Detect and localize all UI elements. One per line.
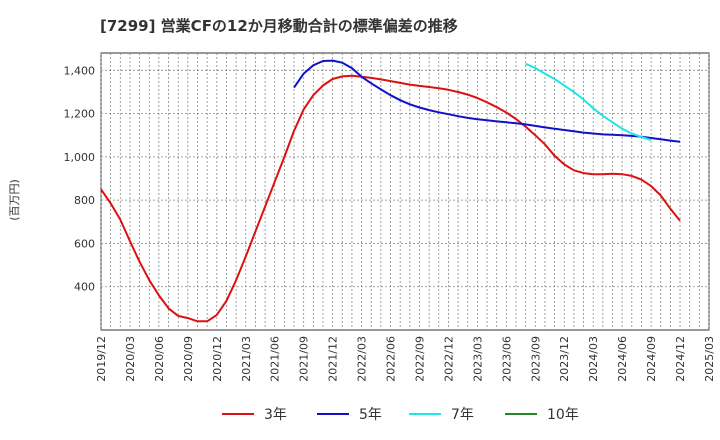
x-tick-label: 2021/12 [327, 336, 340, 382]
x-tick-label: 2021/09 [298, 336, 311, 382]
x-tick-label: 2023/06 [500, 336, 513, 382]
series-line [100, 74, 681, 323]
legend: 3年 5年 7年 10年 [222, 407, 579, 423]
x-tick-label: 2023/09 [529, 336, 542, 382]
legend-label: 5年 [359, 407, 382, 423]
x-tick-label: 2024/03 [587, 336, 600, 382]
x-tick-label: 2025/03 [703, 336, 716, 382]
x-tick-label: 2023/12 [558, 336, 571, 382]
x-axis-ticks: 2019/12 2020/03 2020/06 2020/09 2020/12 2021/… [95, 336, 716, 382]
legend-label: 3年 [264, 407, 287, 423]
plot-area [100, 52, 710, 331]
x-tick-label: 2022/12 [442, 336, 455, 382]
x-tick-label: 2024/06 [616, 336, 629, 382]
y-axis-ticks: 400 600 800 1,000 1,200 1,400 [64, 64, 96, 293]
x-tick-label: 2021/06 [269, 336, 282, 382]
series-lines [100, 59, 681, 323]
y-tick-label: 1,000 [64, 151, 96, 164]
x-tick-label: 2023/03 [471, 336, 484, 382]
y-tick-label: 400 [74, 281, 95, 294]
x-tick-label: 2020/09 [182, 336, 195, 382]
gridlines [100, 53, 710, 330]
y-tick-label: 800 [74, 194, 95, 207]
series-line [293, 59, 681, 143]
x-tick-label: 2019/12 [95, 336, 108, 382]
x-tick-label: 2020/03 [124, 336, 137, 382]
x-tick-label: 2020/06 [153, 336, 166, 382]
legend-label: 10年 [547, 407, 579, 423]
x-tick-label: 2022/03 [356, 336, 369, 382]
x-tick-label: 2022/09 [413, 336, 426, 382]
x-tick-label: 2024/09 [645, 336, 658, 382]
x-tick-label: 2024/12 [674, 336, 687, 382]
chart-title: [7299] 営業CFの12か月移動合計の標準偏差の推移 [100, 17, 458, 35]
y-tick-label: 600 [74, 237, 95, 250]
x-tick-label: 2022/06 [385, 336, 398, 382]
x-tick-label: 2021/03 [240, 336, 253, 382]
legend-label: 7年 [451, 407, 474, 423]
y-tick-label: 1,200 [64, 108, 96, 121]
x-tick-label: 2020/12 [211, 336, 224, 382]
y-tick-label: 1,400 [64, 64, 96, 77]
series-line [525, 62, 652, 141]
y-axis-label: (百万円) [8, 179, 21, 221]
